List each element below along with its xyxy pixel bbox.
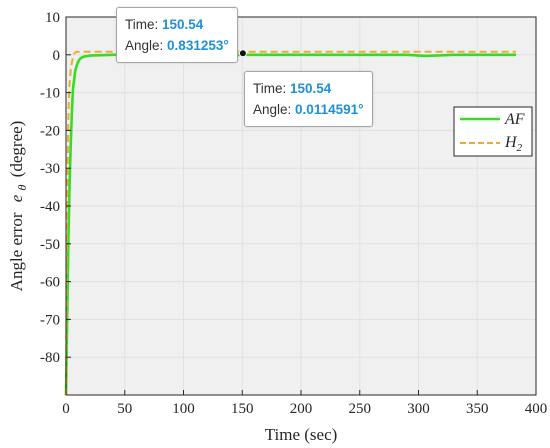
datatip-marker[interactable] xyxy=(238,49,247,58)
y-tick-label: -70 xyxy=(40,312,60,328)
legend-box xyxy=(453,106,533,157)
x-tick-label: 250 xyxy=(349,401,372,417)
y-tick-label: -10 xyxy=(40,86,60,102)
y-tick-label: 10 xyxy=(45,10,60,26)
datatip-af-time-label: Time: xyxy=(253,81,287,96)
x-tick-label: 300 xyxy=(407,401,430,417)
legend: AF H2 xyxy=(453,106,533,157)
y-tick-label: -20 xyxy=(40,123,60,139)
legend-label-h2-main: H xyxy=(504,134,518,151)
legend-label-h2-subscript: 2 xyxy=(517,142,523,154)
datatip-h2-angle-row: Angle: 0.831253° xyxy=(125,35,229,56)
y-axis-title-main: Angle error xyxy=(7,212,26,291)
x-tick-label: 150 xyxy=(231,401,254,417)
datatip-af-angle-label: Angle: xyxy=(253,102,292,117)
x-axis-title: Time (sec) xyxy=(265,425,338,444)
y-tick-label: -50 xyxy=(40,237,60,253)
datatip-h2[interactable]: Time: 150.54 Angle: 0.831253° xyxy=(116,7,238,63)
datatip-af-angle-value: 0.0114591° xyxy=(295,102,364,117)
series-line-af xyxy=(64,53,516,396)
y-axis-title-subscript: θ xyxy=(15,184,29,190)
datatip-h2-time-label: Time: xyxy=(125,17,159,32)
datatip-af-time-value: 150.54 xyxy=(290,81,332,96)
datatip-h2-time-row: Time: 150.54 xyxy=(125,14,229,35)
datatip-af[interactable]: Time: 150.54 Angle: 0.0114591° xyxy=(244,71,373,127)
y-tick-label: -80 xyxy=(40,350,60,366)
legend-label-h2: H2 xyxy=(504,134,523,154)
x-tick-label: 200 xyxy=(290,401,313,417)
tick-group: 0 50 100 150 200 250 300 350 400-80-70-60-50-40-… xyxy=(40,10,547,417)
x-tick-label: 0 xyxy=(62,401,70,417)
datatip-h2-time-value: 150.54 xyxy=(162,17,204,32)
y-tick-label: -60 xyxy=(40,275,60,291)
datatip-af-time-row: Time: 150.54 xyxy=(253,78,364,99)
datatip-h2-angle-label: Angle: xyxy=(125,38,164,53)
datatip-h2-angle-value: 0.831253° xyxy=(167,38,229,53)
y-axis-title-unit: (degree) xyxy=(7,121,26,178)
y-tick-label: 0 xyxy=(53,48,61,64)
y-tick-label: -40 xyxy=(40,199,60,215)
legend-label-af: AF xyxy=(504,111,525,128)
datatip-af-angle-row: Angle: 0.0114591° xyxy=(253,99,364,120)
x-tick-label: 100 xyxy=(172,401,195,417)
y-axis-title: Angle error e θ (degree) xyxy=(7,121,30,292)
y-tick-label: -30 xyxy=(40,161,60,177)
y-axis-title-symbol: e xyxy=(7,194,26,202)
x-tick-label: 50 xyxy=(117,401,132,417)
x-tick-label: 400 xyxy=(525,401,548,417)
x-tick-label: 350 xyxy=(466,401,489,417)
